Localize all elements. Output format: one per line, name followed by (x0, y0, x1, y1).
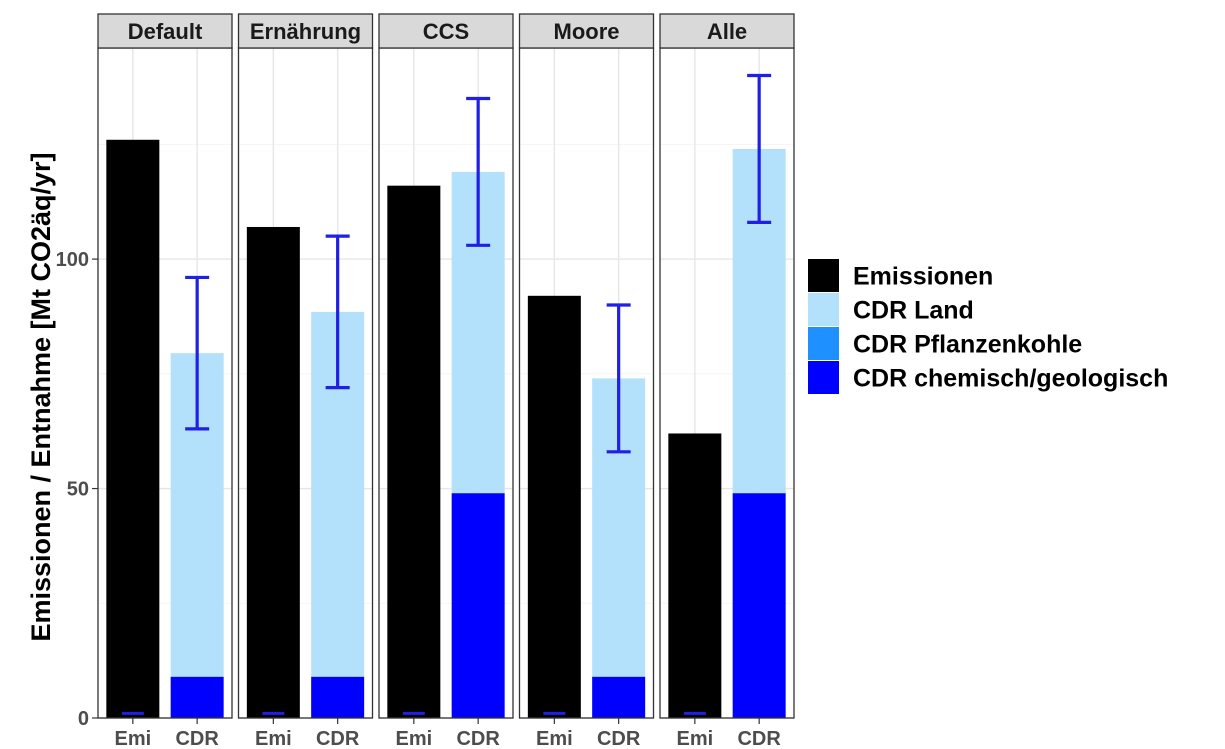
bar-emissionen (106, 139, 160, 718)
legend-key (808, 259, 839, 292)
facet-strip (378, 13, 514, 49)
errorbar-cdr (466, 96, 491, 247)
facet-strip (237, 13, 374, 49)
y-axis: 0 50 100 (56, 249, 98, 730)
errorbar-cdr (747, 73, 772, 224)
errorbar-cdr (185, 275, 210, 431)
bar-cdr-chemisch-geologisch (592, 676, 646, 718)
legend-item: CDR Pflanzenkohle (808, 327, 1082, 360)
legend: Emissionen CDR Land CDR Pflanzenkohle CDR c… (808, 259, 1168, 394)
y-axis-title: Emissionen / Entnahme [Mt CO2äq/yr] (26, 152, 56, 641)
x-tick-label: CDR (597, 728, 641, 749)
bar-emissionen (387, 185, 441, 718)
facet-strip (518, 13, 655, 49)
facet-label: CCS (423, 19, 469, 44)
legend-item: CDR chemisch/geologisch (808, 361, 1168, 394)
y-tick-label: 0 (78, 708, 89, 730)
facet-strip (97, 13, 233, 49)
facet-panel: CCS Emi CDR (378, 13, 514, 749)
legend-label: Emissionen (853, 263, 993, 291)
x-tick-label: CDR (175, 728, 219, 749)
legend-label: CDR Pflanzenkohle (853, 331, 1082, 359)
bar-emissionen (246, 226, 300, 718)
facet-panel: Alle Emi CDR (659, 13, 795, 749)
facet-label: Default (128, 19, 203, 44)
x-tick-label: CDR (316, 728, 360, 749)
legend-item: CDR Land (808, 293, 974, 326)
legend-label: CDR chemisch/geologisch (853, 365, 1168, 393)
bar-cdr-chemisch-geologisch (451, 493, 505, 718)
x-tick-label: Emi (114, 728, 151, 749)
bar-emissionen (668, 433, 722, 718)
errorbar-cdr (606, 303, 631, 454)
facet-label: Ernährung (250, 19, 361, 44)
legend-key (808, 327, 839, 360)
x-tick-label: Emi (395, 728, 432, 749)
x-tick-label: CDR (737, 728, 781, 749)
bar-emissionen (527, 295, 581, 718)
facet-label: Alle (707, 19, 747, 44)
facet-label: Moore (554, 19, 620, 44)
bar-cdr-chemisch-geologisch (732, 493, 786, 718)
x-tick-label: CDR (456, 728, 500, 749)
x-tick-label: Emi (255, 728, 292, 749)
y-tick-label: 50 (67, 479, 89, 501)
facet-panel: Ernährung Emi CDR (237, 13, 374, 749)
x-tick-label: Emi (676, 728, 713, 749)
legend-key (808, 361, 839, 394)
errorbar-cdr (325, 234, 350, 390)
legend-label: CDR Land (853, 297, 974, 325)
facet-panel: Default Emi CDR (97, 13, 233, 749)
legend-key (808, 293, 839, 326)
facet-panel: Moore Emi CDR (518, 13, 655, 749)
y-tick-label: 100 (56, 249, 89, 271)
legend-item: Emissionen (808, 259, 993, 292)
bar-cdr-chemisch-geologisch (311, 676, 365, 718)
bar-cdr-chemisch-geologisch (170, 676, 224, 718)
x-tick-label: Emi (536, 728, 573, 749)
facet-strip (659, 13, 795, 49)
